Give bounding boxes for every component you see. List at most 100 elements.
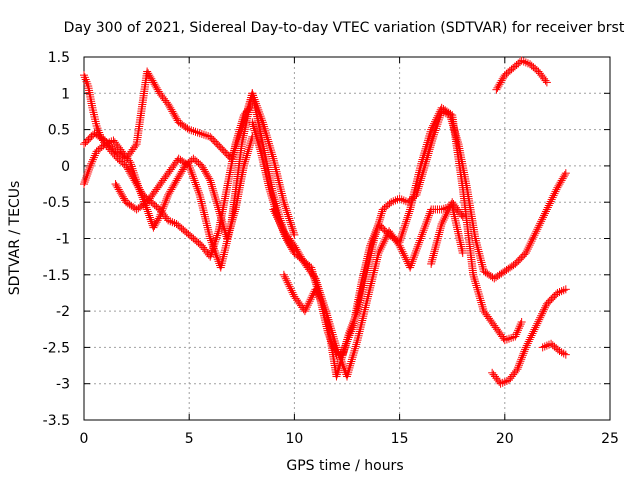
data-point-interp bbox=[435, 228, 444, 237]
data-point-interp bbox=[171, 178, 180, 187]
data-point-interp bbox=[431, 245, 440, 254]
data-point-interp bbox=[151, 219, 160, 228]
data-point-interp bbox=[187, 126, 196, 135]
data-point-interp bbox=[331, 341, 340, 350]
data-point-interp bbox=[245, 141, 254, 150]
data-point-interp bbox=[370, 264, 379, 273]
data-point-interp bbox=[322, 309, 331, 318]
data-point-interp bbox=[144, 69, 153, 78]
data-point-interp bbox=[198, 201, 207, 210]
data-point-interp bbox=[512, 330, 521, 339]
data-point-interp bbox=[354, 333, 363, 342]
data-point-interp bbox=[191, 178, 200, 187]
data-point-interp bbox=[476, 296, 485, 305]
data-point-interp bbox=[531, 323, 540, 332]
data-point-interp bbox=[417, 232, 426, 241]
data-point bbox=[427, 259, 436, 268]
data-point bbox=[80, 180, 88, 189]
data-point-interp bbox=[220, 246, 229, 255]
data-point bbox=[517, 317, 526, 326]
data-point-interp bbox=[260, 122, 269, 131]
data-point-interp bbox=[296, 252, 305, 261]
data-point-interp bbox=[80, 178, 89, 187]
data-point-interp bbox=[398, 227, 407, 236]
data-point-interp bbox=[428, 255, 437, 264]
data-point-interp bbox=[150, 80, 159, 89]
data-point-interp bbox=[266, 189, 275, 198]
data-point-interp bbox=[540, 303, 549, 312]
data-point-interp bbox=[90, 151, 99, 160]
data-point-interp bbox=[167, 105, 176, 114]
data-point-interp bbox=[333, 347, 342, 356]
data-point-interp bbox=[273, 172, 282, 181]
data-point-interp bbox=[534, 223, 543, 232]
data-point-interp bbox=[380, 237, 389, 246]
data-point-interp bbox=[254, 141, 263, 150]
data-point-interp bbox=[295, 250, 304, 259]
data-point-interp bbox=[131, 141, 140, 150]
data-point-interp bbox=[220, 248, 229, 257]
data-point-interp bbox=[317, 297, 326, 306]
data-point-interp bbox=[204, 227, 213, 236]
data-point-interp bbox=[208, 184, 217, 193]
data-point-interp bbox=[434, 109, 443, 118]
data-point-interp bbox=[282, 206, 291, 215]
data-point bbox=[311, 274, 320, 283]
data-point-interp bbox=[328, 328, 337, 337]
data-point-interp bbox=[421, 219, 430, 228]
data-point-interp bbox=[199, 165, 208, 174]
data-point-interp bbox=[533, 225, 542, 234]
data-point-interp bbox=[376, 211, 385, 220]
data-point-interp bbox=[286, 284, 295, 293]
data-point-interp bbox=[146, 72, 155, 81]
data-point-interp bbox=[550, 189, 559, 198]
axis-ticks: 0 5 10 15 20 25 -3.5 -3 -2.5 -2 -1.5 -1 -0.5 0 0.5 1 1.5 bbox=[43, 50, 619, 447]
data-point-interp bbox=[469, 272, 478, 281]
data-point-interp bbox=[203, 170, 212, 179]
data-point-interp bbox=[186, 166, 195, 175]
data-point-interp bbox=[276, 185, 285, 194]
data-point bbox=[269, 154, 278, 163]
data-point-interp bbox=[252, 99, 261, 108]
data-point-interp bbox=[119, 194, 128, 203]
data-point-interp bbox=[397, 232, 406, 241]
data-point-interp bbox=[525, 335, 534, 344]
data-point-interp bbox=[519, 57, 528, 66]
data-point-interp bbox=[288, 288, 297, 297]
data-point-interp bbox=[324, 315, 333, 324]
data-point-interp bbox=[429, 249, 438, 258]
data-point-interp bbox=[421, 222, 430, 231]
data-point-interp bbox=[314, 291, 323, 300]
data-point-interp bbox=[277, 189, 286, 198]
data-point-interp bbox=[268, 150, 277, 159]
data-point-interp bbox=[176, 169, 185, 178]
data-point-interp bbox=[211, 195, 220, 204]
data-point-interp bbox=[253, 103, 262, 112]
data-point-interp bbox=[117, 190, 126, 199]
data-point-interp bbox=[283, 210, 292, 219]
data-point-interp bbox=[371, 227, 380, 236]
data-point-interp bbox=[85, 163, 94, 172]
data-point-interp bbox=[251, 128, 260, 137]
data-point-interp bbox=[471, 277, 480, 286]
y-tick-label: -2 bbox=[56, 304, 70, 320]
data-point-interp bbox=[446, 109, 455, 118]
data-point-interp bbox=[244, 147, 253, 156]
data-point-interp bbox=[396, 243, 405, 252]
data-point-interp bbox=[529, 327, 538, 336]
data-point-interp bbox=[196, 193, 205, 202]
data-point-interp bbox=[333, 368, 342, 377]
data-point-interp bbox=[355, 329, 364, 338]
data-point-interp bbox=[212, 233, 221, 242]
data-point-interp bbox=[211, 235, 220, 244]
data-point-interp bbox=[343, 335, 352, 344]
data-point bbox=[149, 223, 158, 232]
data-point-interp bbox=[312, 276, 321, 285]
data-point-interp bbox=[275, 178, 284, 187]
data-point-interp bbox=[457, 210, 466, 219]
data-point-interp bbox=[291, 243, 300, 252]
data-point-interp bbox=[279, 196, 288, 205]
data-point bbox=[265, 183, 274, 192]
data-point bbox=[248, 89, 257, 98]
data-point-interp bbox=[410, 251, 419, 260]
